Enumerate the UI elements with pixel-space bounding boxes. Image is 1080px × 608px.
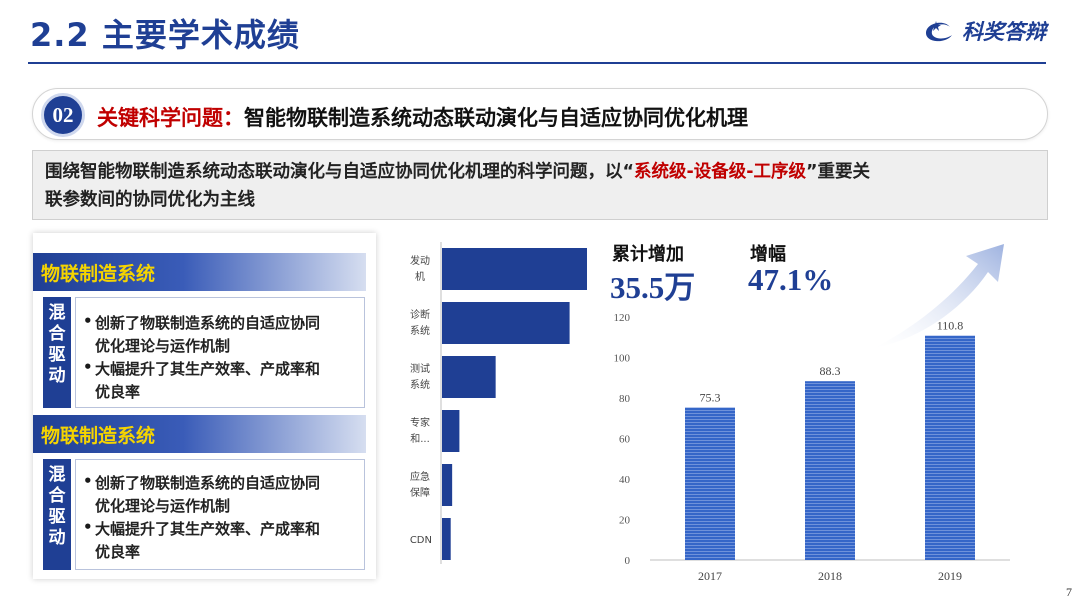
- vbar-y-tick-label: 120: [614, 312, 631, 324]
- topic-number-badge: 02: [41, 93, 85, 137]
- topic-main-text: 智能物联制造系统动态联动演化与自适应协同优化机理: [244, 106, 748, 130]
- bullet-line: 大幅提升了其生产效率、产成率和: [95, 360, 321, 378]
- bullet-dot: •: [83, 312, 93, 330]
- brand-swirl-icon: [926, 21, 952, 42]
- topic-heading: 关键科学问题：智能物联制造系统动态联动演化与自适应协同优化机理: [97, 102, 748, 132]
- bullet-line: 优化理论与运作机制: [95, 497, 231, 515]
- vbar-y-tick-label: 0: [625, 555, 631, 567]
- vbar-y-tick-label: 20: [619, 515, 631, 527]
- tag-char: 混: [48, 303, 66, 323]
- hbar-category-label: 诊断: [410, 308, 430, 321]
- section-content-panel: [75, 459, 365, 570]
- summary-text-part2: ”重要关: [806, 162, 871, 182]
- vbar-category-label: 2017: [698, 569, 722, 583]
- growth-value: 47.1%: [748, 262, 834, 297]
- summary-box: 围绕智能物联制造系统动态联动演化与自适应协同优化机理的科学问题，以“系统级-设备…: [32, 150, 1048, 220]
- bullet-line: 创新了物联制造系统的自适应协同: [95, 314, 321, 332]
- hbar-bar: [442, 248, 587, 290]
- hbar-bar: [442, 464, 453, 506]
- hbar-bar: [442, 410, 460, 452]
- brand-text: 科奖答辩: [962, 20, 1046, 44]
- vbar-category-label: 2018: [818, 569, 842, 583]
- header-divider: [28, 62, 1046, 64]
- hbar-bar: [442, 302, 570, 344]
- tag-char: 驱: [48, 345, 66, 365]
- bullet-line: 优良率: [95, 543, 141, 561]
- hbar-category-label: 机: [415, 270, 425, 283]
- hbar-category-label: 系统: [410, 324, 430, 337]
- summary-text-line2: 联参数间的协同优化为主线: [45, 190, 255, 210]
- hbar-category-label: 系统: [410, 378, 430, 391]
- cumulative-label: 累计增加: [612, 244, 684, 265]
- bullet-line: 优良率: [95, 383, 141, 401]
- summary-text-part1: 围绕智能物联制造系统动态联动演化与自适应协同优化机理的科学问题，以“: [45, 162, 634, 182]
- page-number: 7: [1066, 585, 1072, 599]
- bullet-line: 创新了物联制造系统的自适应协同: [95, 474, 321, 492]
- vbar-y-tick-label: 100: [614, 353, 631, 365]
- vbar-data-label: 110.8: [937, 319, 964, 333]
- tag-char: 动: [48, 366, 66, 386]
- mix-drive-tag: 混 合 驱 动: [43, 297, 71, 408]
- tag-char: 合: [48, 486, 66, 506]
- hbar-category-label: 测试: [410, 362, 430, 375]
- vbar-y-tick-label: 60: [619, 434, 631, 446]
- vbar-bar: [805, 381, 855, 560]
- tag-char: 合: [48, 324, 66, 344]
- vbar-category-label: 2019: [938, 569, 962, 583]
- hbar-category-label: 和...: [410, 433, 430, 445]
- cumulative-value: 35.5万: [610, 270, 696, 305]
- bullet-dot: •: [83, 518, 93, 536]
- vbar-y-tick-label: 80: [619, 393, 631, 405]
- vertical-bar-chart: 0 20 40 60 80 100 120 75.3 2017 88.3 2018 110.8 2019: [614, 312, 1010, 583]
- vbar-y-tick-label: 40: [619, 474, 631, 486]
- topic-key-label: 关键科学问题：: [97, 106, 244, 130]
- hbar-category-label: 保障: [410, 486, 430, 499]
- summary-highlight: 系统级-设备级-工序级: [634, 162, 807, 182]
- section-title-bar: 物联制造系统: [33, 415, 366, 453]
- brand-logo: 科奖答辩: [922, 16, 1046, 46]
- bullet-line: 优化理论与运作机制: [95, 337, 231, 355]
- mix-drive-tag: 混 合 驱 动: [43, 459, 71, 570]
- hbar-category-label: 发动: [410, 254, 430, 267]
- bullet-line: 大幅提升了其生产效率、产成率和: [95, 520, 321, 538]
- tag-char: 动: [48, 528, 66, 548]
- bullet-dot: •: [83, 472, 93, 490]
- hbar-bar: [442, 518, 451, 560]
- vbar-data-label: 88.3: [820, 364, 841, 378]
- growth-label: 增幅: [750, 244, 786, 265]
- hbar-category-label: 应急: [410, 470, 430, 483]
- growth-arrow-icon: [874, 244, 1004, 348]
- vbar-bar: [925, 335, 975, 560]
- section-content-panel: [75, 297, 365, 408]
- tag-char: 驱: [48, 507, 66, 527]
- vbar-bar: [685, 407, 735, 560]
- page-title: 2.2 主要学术成绩: [30, 16, 300, 54]
- hbar-category-label: 专家: [410, 416, 430, 429]
- vbar-data-label: 75.3: [700, 391, 721, 405]
- bullet-dot: •: [83, 358, 93, 376]
- section-title-bar: 物联制造系统: [33, 253, 366, 291]
- tag-char: 混: [48, 465, 66, 485]
- achievement-card: 物联制造系统 混 合 驱 动 • 创新了物联制造系统的自适应协同 优化理论与运作…: [33, 233, 376, 579]
- hbar-category-label: CDN: [410, 535, 432, 546]
- hbar-bar: [442, 356, 496, 398]
- topic-bar: 02 关键科学问题：智能物联制造系统动态联动演化与自适应协同优化机理: [32, 88, 1048, 140]
